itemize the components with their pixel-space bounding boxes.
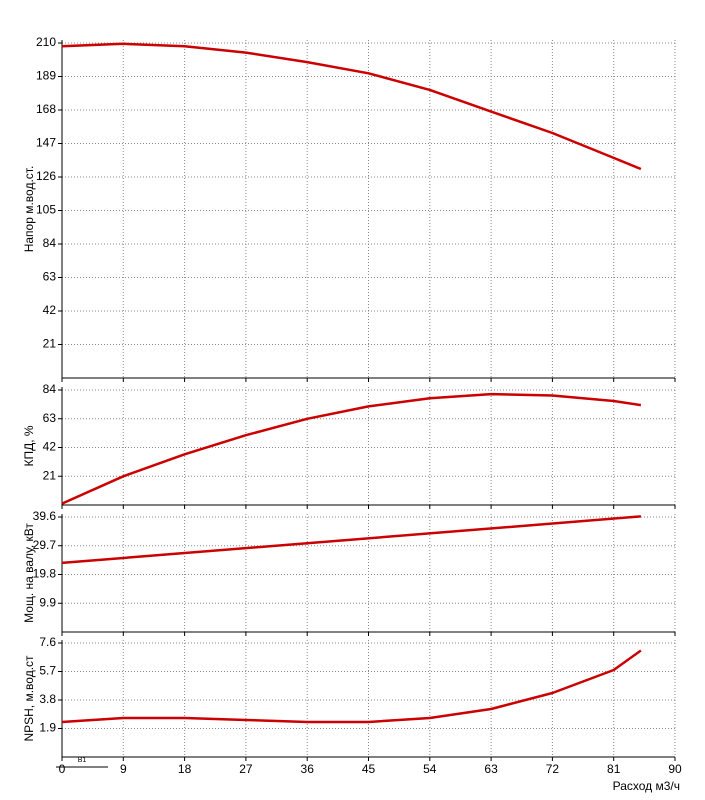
x-axis-label: Расход м3/ч (613, 779, 680, 793)
y-tick-label: 42 (43, 303, 57, 317)
y-tick-label: 39.6 (33, 509, 57, 523)
y-axis-label: Мощ. на валу, кВт (22, 523, 36, 623)
curve (61, 392, 642, 505)
x-tick-label: 9 (120, 762, 127, 776)
x-tick-label: 45 (362, 762, 376, 776)
y-tick-label: 3.8 (39, 692, 56, 706)
y-tick-label: 19.8 (33, 567, 57, 581)
y-tick-label: 63 (43, 411, 57, 425)
y-tick-label: 84 (43, 382, 57, 396)
y-tick-label: 126 (36, 169, 56, 183)
y-tick-label: 84 (43, 236, 57, 250)
x-tick-label: 0 (59, 762, 66, 776)
y-tick-label: 29.7 (33, 538, 57, 552)
y-tick-label: 63 (43, 270, 57, 284)
annotation: B1 (78, 757, 87, 764)
x-tick-label: 27 (239, 762, 253, 776)
x-tick-label: 18 (178, 762, 192, 776)
curve (61, 42, 642, 171)
y-axis-label: NPSH, м.вод.ст (22, 655, 36, 742)
y-tick-label: 9.9 (39, 595, 56, 609)
y-axis-label: КПД, % (22, 425, 36, 466)
y-tick-label: 5.7 (39, 664, 56, 678)
y-tick-label: 189 (36, 69, 56, 83)
y-tick-label: 168 (36, 102, 56, 116)
y-tick-label: 7.6 (39, 635, 56, 649)
x-tick-label: 54 (423, 762, 437, 776)
y-tick-label: 42 (43, 440, 57, 454)
x-tick-label: 81 (607, 762, 621, 776)
curve (61, 515, 642, 565)
y-tick-label: 147 (36, 136, 56, 150)
y-tick-label: 21 (43, 337, 57, 351)
x-tick-label: 72 (546, 762, 560, 776)
y-tick-label: 210 (36, 35, 56, 49)
y-tick-label: 1.9 (39, 721, 56, 735)
y-tick-label: 21 (43, 468, 57, 482)
x-tick-label: 63 (484, 762, 498, 776)
y-tick-label: 105 (36, 203, 56, 217)
y-axis-label: Напор м.вод.ст. (22, 166, 36, 253)
x-tick-label: 36 (301, 762, 315, 776)
curve (61, 649, 642, 724)
x-tick-label: 90 (668, 762, 682, 776)
